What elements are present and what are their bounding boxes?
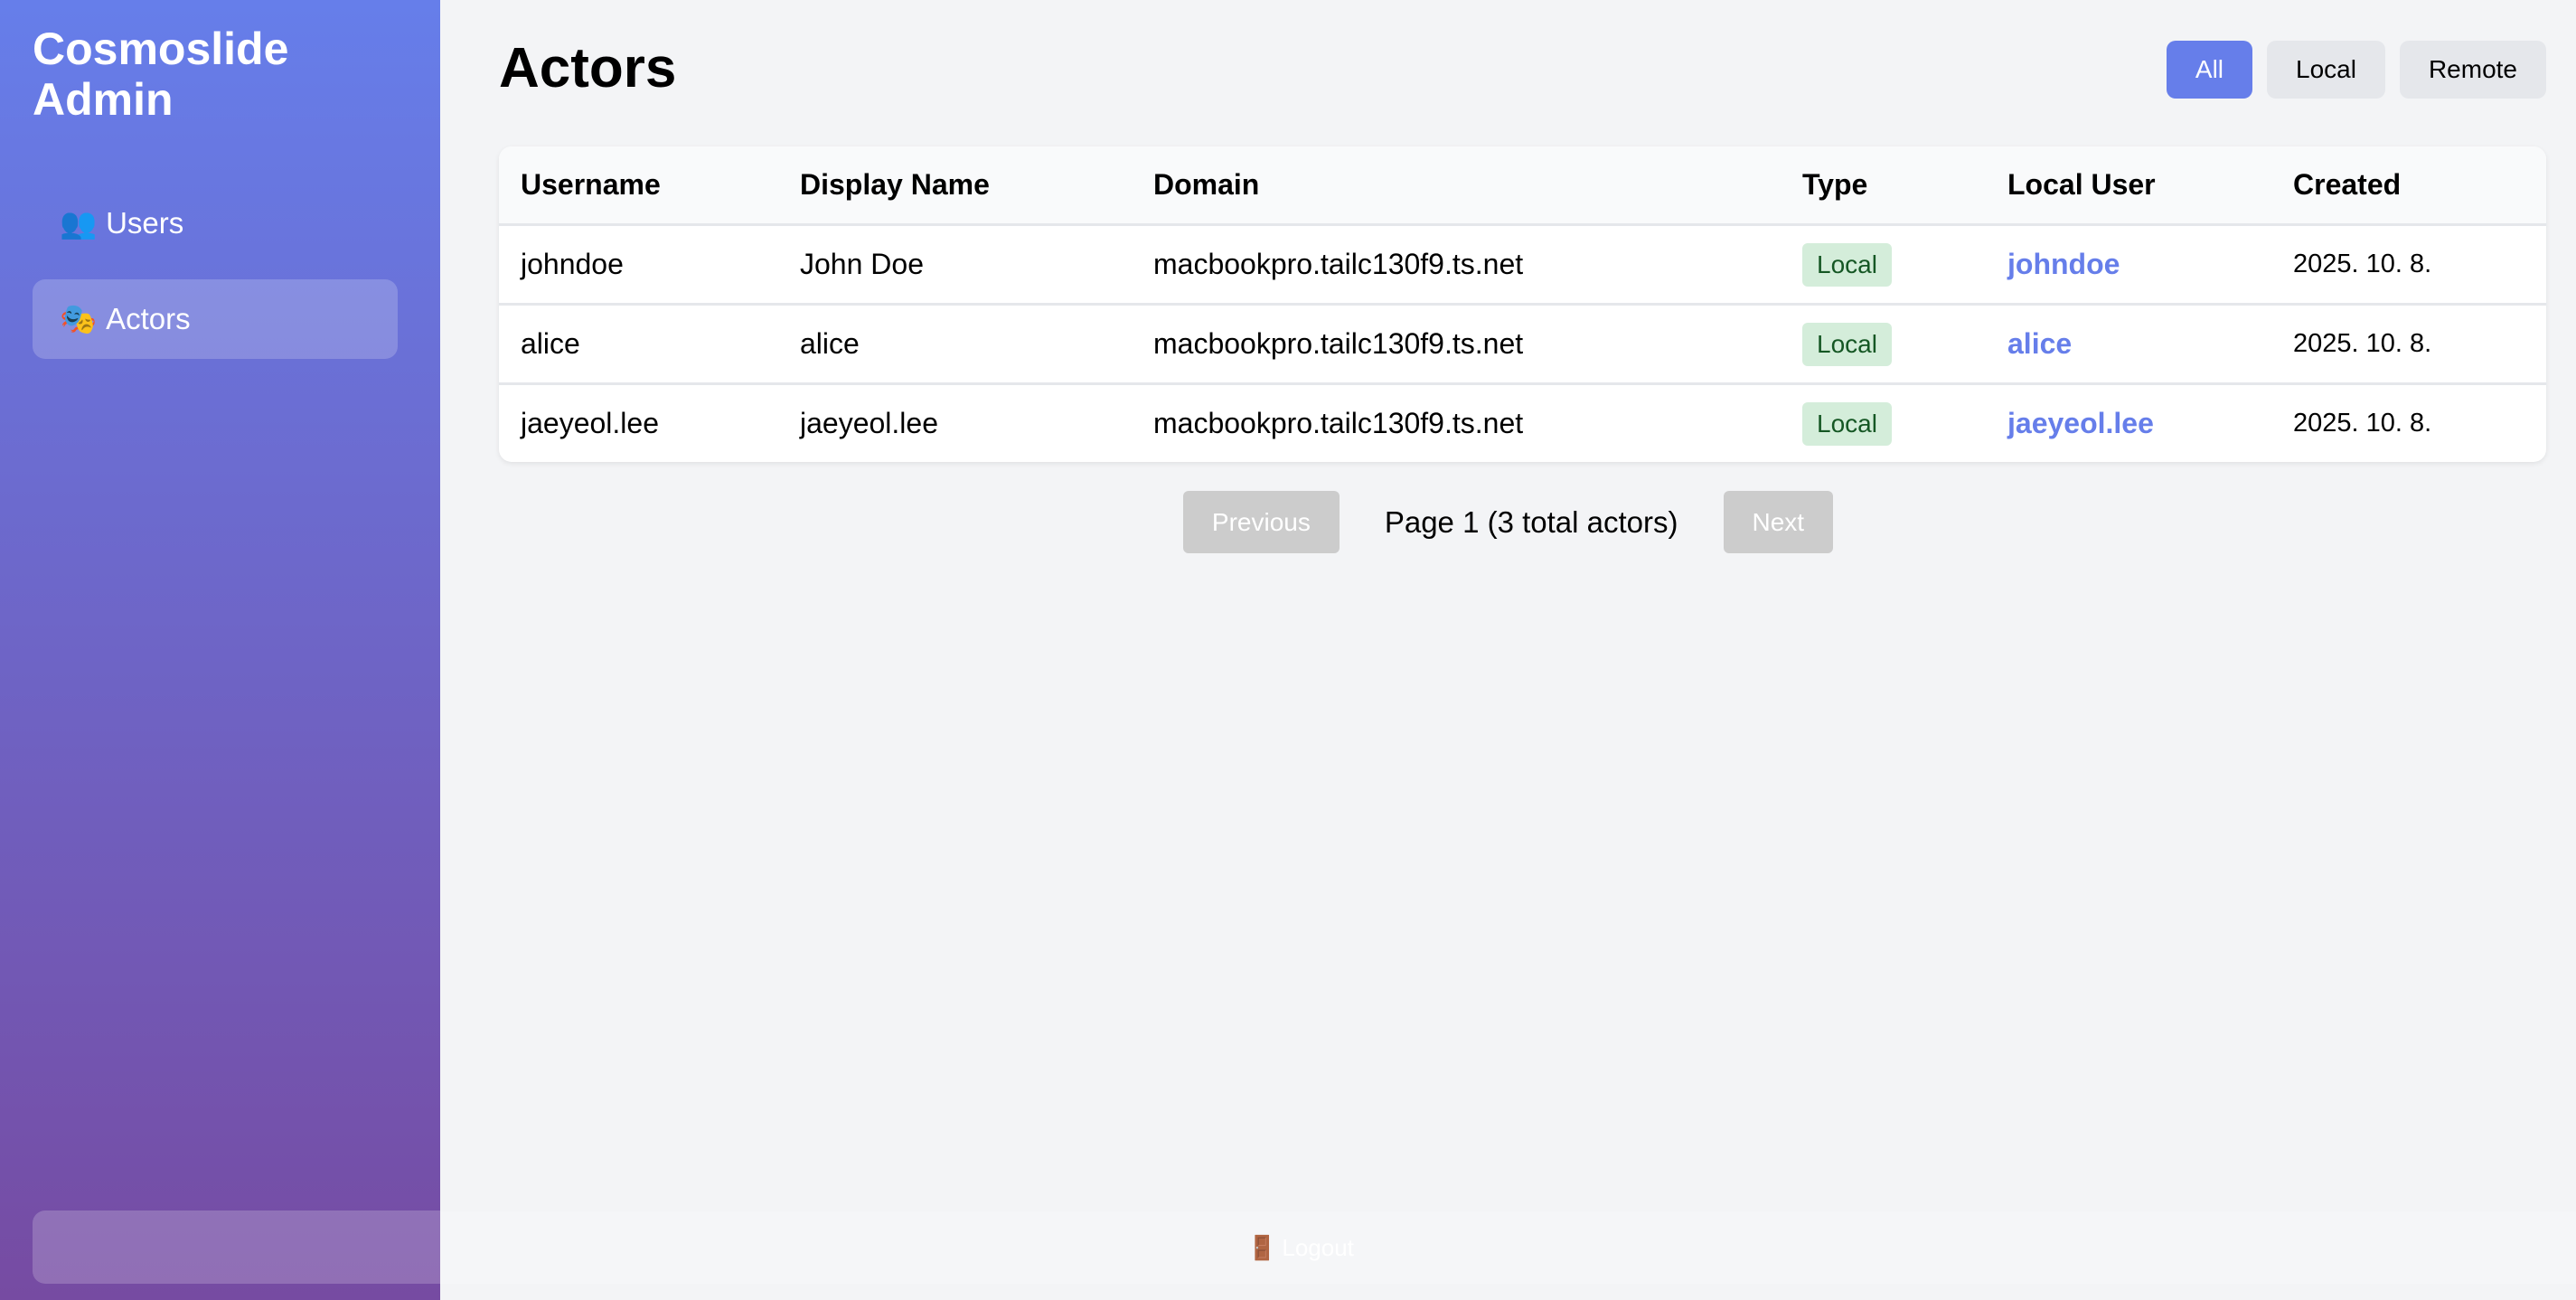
theater-masks-icon: 🎭 bbox=[60, 301, 98, 335]
display-name: jaeyeol.lee bbox=[800, 407, 938, 439]
table-row: johndoe John Doe macbookpro.tailc130f9.t… bbox=[499, 223, 2546, 303]
header-username: Username bbox=[521, 168, 661, 201]
logout-button[interactable]: 🚪 Logout bbox=[440, 1211, 2576, 1284]
filter-all-button[interactable]: All bbox=[2166, 41, 2253, 99]
filter-group: All Local Remote bbox=[2166, 41, 2546, 99]
created-date: 2025. 10. 8. bbox=[2293, 250, 2432, 278]
header-type: Type bbox=[1802, 168, 1868, 201]
previous-button[interactable]: Previous bbox=[1182, 491, 1340, 553]
domain: macbookpro.tailc130f9.ts.net bbox=[1153, 407, 1524, 439]
table-header: Username Display Name Domain Type Local … bbox=[499, 146, 2546, 223]
brand-title: Cosmoslide Admin bbox=[33, 24, 289, 125]
local-user-link[interactable]: johndoe bbox=[2007, 248, 2120, 280]
header-domain: Domain bbox=[1153, 168, 1260, 201]
door-icon: 🚪 bbox=[1247, 1233, 1277, 1261]
username: alice bbox=[521, 327, 580, 360]
display-name: John Doe bbox=[800, 248, 924, 280]
users-icon: 👥 bbox=[60, 205, 98, 240]
actors-table: Username Display Name Domain Type Local … bbox=[499, 146, 2546, 462]
username: johndoe bbox=[521, 248, 624, 280]
sidebar-item-label: Users bbox=[106, 206, 184, 240]
domain: macbookpro.tailc130f9.ts.net bbox=[1153, 248, 1524, 280]
type-badge: Local bbox=[1802, 242, 1892, 287]
logout-button-background[interactable] bbox=[33, 1211, 457, 1284]
logout-label: Logout bbox=[1282, 1233, 1354, 1261]
display-name: alice bbox=[800, 327, 860, 360]
pagination: Previous Page 1 (3 total actors) Next bbox=[440, 491, 2576, 553]
filter-remote-button[interactable]: Remote bbox=[2399, 41, 2546, 99]
table-row: jaeyeol.lee jaeyeol.lee macbookpro.tailc… bbox=[499, 382, 2546, 462]
filter-local-button[interactable]: Local bbox=[2267, 41, 2385, 99]
domain: macbookpro.tailc130f9.ts.net bbox=[1153, 327, 1524, 360]
created-date: 2025. 10. 8. bbox=[2293, 329, 2432, 358]
sidebar-item-users[interactable]: 👥 Users bbox=[33, 184, 398, 263]
page-status: Page 1 (3 total actors) bbox=[1384, 504, 1678, 539]
username: jaeyeol.lee bbox=[521, 407, 659, 439]
created-date: 2025. 10. 8. bbox=[2293, 409, 2432, 438]
sidebar-item-label: Actors bbox=[106, 302, 191, 335]
header-created: Created bbox=[2293, 168, 2402, 201]
sidebar-item-actors[interactable]: 🎭 Actors bbox=[33, 279, 398, 359]
sidebar: Cosmoslide Admin 👥 Users 🎭 Actors bbox=[0, 0, 457, 1300]
local-user-link[interactable]: alice bbox=[2007, 327, 2073, 360]
header-display-name: Display Name bbox=[800, 168, 990, 201]
main-content: Actors All Local Remote Username Display… bbox=[440, 0, 2576, 1300]
header-local-user: Local User bbox=[2007, 168, 2156, 201]
table-row: alice alice macbookpro.tailc130f9.ts.net… bbox=[499, 303, 2546, 382]
next-button[interactable]: Next bbox=[1723, 491, 1834, 553]
type-badge: Local bbox=[1802, 401, 1892, 446]
type-badge: Local bbox=[1802, 322, 1892, 366]
local-user-link[interactable]: jaeyeol.lee bbox=[2007, 407, 2154, 439]
page-title: Actors bbox=[499, 37, 677, 99]
